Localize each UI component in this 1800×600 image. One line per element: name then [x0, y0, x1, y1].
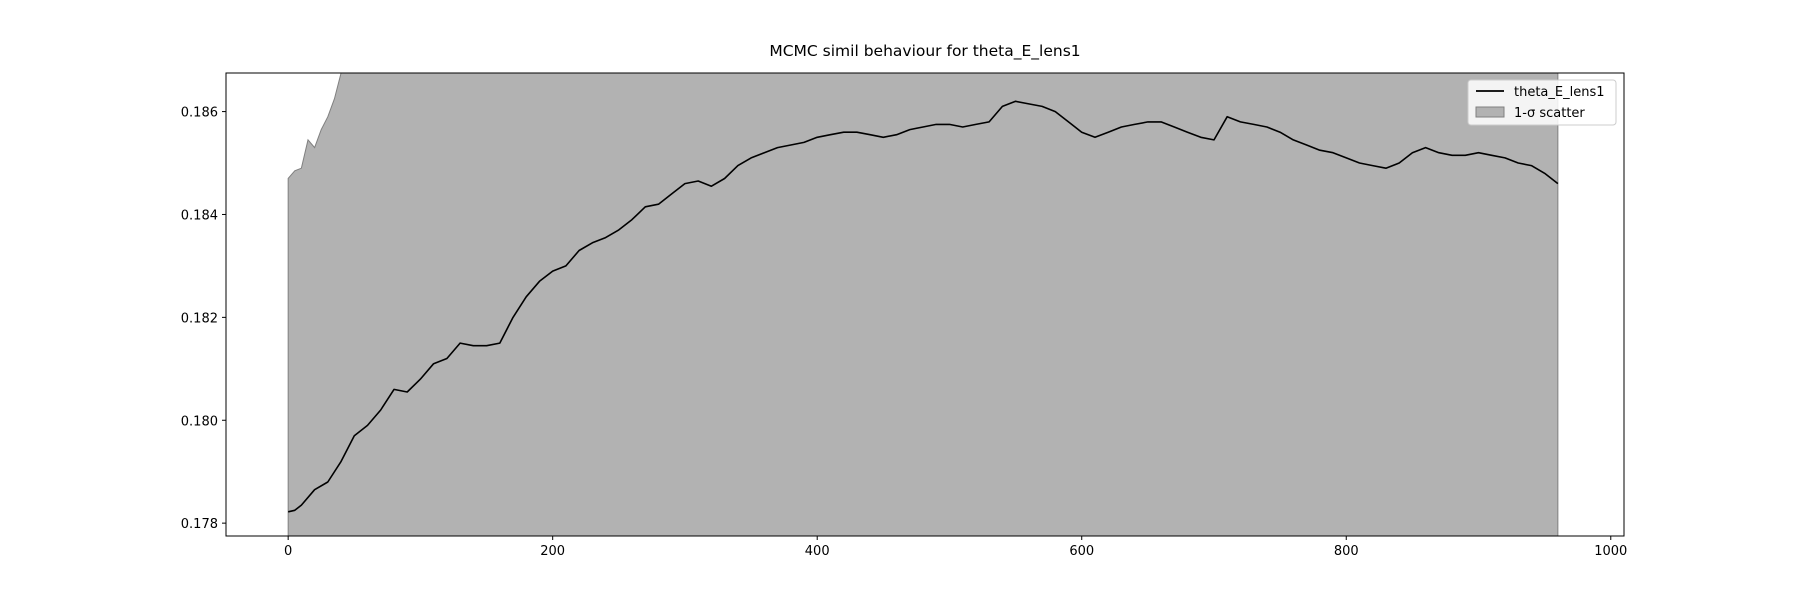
legend-label-band: 1-σ scatter [1514, 106, 1585, 121]
legend-band-swatch [1475, 106, 1505, 118]
y-tick-label: 0.182 [181, 311, 218, 326]
y-tick-label: 0.180 [181, 414, 218, 429]
series-line-theta-e-lens1 [288, 100, 1559, 513]
y-tick-label: 0.178 [181, 517, 218, 532]
x-tick-label: 400 [805, 544, 830, 559]
x-tick-label: 200 [540, 544, 565, 559]
x-tick-label: 0 [284, 544, 292, 559]
y-axis: 0.178 0.180 0.182 0.184 0.186 [181, 106, 226, 532]
chart-title: MCMC simil behaviour for theta_E_lens1 [769, 42, 1080, 61]
legend-box [1467, 79, 1617, 126]
x-tick-label: 1000 [1594, 544, 1627, 559]
scatter-band [287, 73, 1559, 536]
y-tick-label: 0.184 [181, 208, 218, 223]
x-axis: 0 200 400 600 800 1000 [284, 536, 1627, 559]
x-tick-label: 600 [1069, 544, 1094, 559]
plot-frame [225, 72, 1625, 537]
y-tick-label: 0.186 [181, 106, 218, 121]
scatter-band-layer [287, 73, 1559, 536]
x-tick-label: 800 [1334, 544, 1359, 559]
legend-label-line: theta_E_lens1 [1514, 85, 1605, 100]
legend: theta_E_lens1 1-σ scatter [1467, 79, 1617, 126]
series-line-layer [288, 100, 1559, 513]
